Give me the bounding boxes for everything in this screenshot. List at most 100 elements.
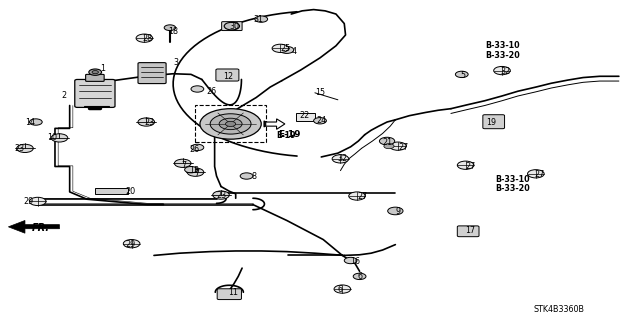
Text: 31: 31 xyxy=(253,15,263,24)
Circle shape xyxy=(390,142,406,150)
Polygon shape xyxy=(8,220,60,233)
Circle shape xyxy=(280,47,294,53)
Text: 3: 3 xyxy=(173,58,178,67)
Text: 21: 21 xyxy=(383,137,393,146)
Text: 23: 23 xyxy=(216,190,227,200)
Text: 7: 7 xyxy=(194,169,199,178)
Text: 14: 14 xyxy=(25,117,35,127)
Circle shape xyxy=(219,118,242,130)
Circle shape xyxy=(200,109,261,139)
Text: 25: 25 xyxy=(280,44,291,54)
Circle shape xyxy=(456,71,468,78)
FancyBboxPatch shape xyxy=(216,69,239,81)
Circle shape xyxy=(29,197,46,205)
Circle shape xyxy=(349,192,365,200)
Circle shape xyxy=(493,66,510,75)
Circle shape xyxy=(51,134,68,142)
FancyBboxPatch shape xyxy=(483,115,504,129)
Circle shape xyxy=(224,22,239,30)
Text: 23: 23 xyxy=(145,117,154,127)
Bar xyxy=(95,188,129,194)
Text: B-33-20: B-33-20 xyxy=(495,184,531,193)
Text: B-33-10: B-33-10 xyxy=(495,175,531,184)
Circle shape xyxy=(124,240,140,248)
Circle shape xyxy=(212,191,229,199)
Text: 32: 32 xyxy=(500,67,510,76)
Text: 27: 27 xyxy=(398,143,408,152)
Circle shape xyxy=(314,118,326,124)
Text: 20: 20 xyxy=(125,187,135,197)
Text: 28: 28 xyxy=(143,34,152,43)
Circle shape xyxy=(29,119,42,125)
Text: 24: 24 xyxy=(317,116,327,125)
FancyBboxPatch shape xyxy=(458,226,479,237)
Circle shape xyxy=(225,122,236,126)
Text: 32: 32 xyxy=(338,154,348,163)
Text: 27: 27 xyxy=(466,162,476,171)
Text: 23: 23 xyxy=(15,144,25,153)
FancyBboxPatch shape xyxy=(221,22,242,31)
Text: 15: 15 xyxy=(315,88,325,97)
Circle shape xyxy=(191,144,204,151)
FancyBboxPatch shape xyxy=(138,63,166,84)
Circle shape xyxy=(353,273,366,279)
Text: 27: 27 xyxy=(357,192,367,202)
Text: 27: 27 xyxy=(534,170,544,179)
Text: E-19: E-19 xyxy=(276,131,296,140)
Text: 12: 12 xyxy=(223,72,233,81)
Circle shape xyxy=(240,173,253,179)
Circle shape xyxy=(255,16,268,22)
Circle shape xyxy=(89,69,102,75)
Text: 4: 4 xyxy=(291,47,296,56)
Circle shape xyxy=(92,70,99,74)
Circle shape xyxy=(210,114,251,134)
Circle shape xyxy=(458,161,474,169)
Text: 18: 18 xyxy=(168,27,178,36)
Text: E-19: E-19 xyxy=(278,130,301,139)
Polygon shape xyxy=(266,119,285,129)
Circle shape xyxy=(384,144,394,149)
Text: 2: 2 xyxy=(61,92,67,100)
FancyBboxPatch shape xyxy=(86,74,104,81)
Circle shape xyxy=(138,118,155,126)
FancyBboxPatch shape xyxy=(75,79,115,108)
Text: FR.: FR. xyxy=(31,223,49,233)
Text: B-33-20: B-33-20 xyxy=(484,51,520,60)
Text: 8: 8 xyxy=(251,173,256,182)
Circle shape xyxy=(272,44,289,52)
Circle shape xyxy=(388,207,403,215)
Text: 13: 13 xyxy=(189,166,199,175)
Circle shape xyxy=(17,144,33,152)
Circle shape xyxy=(380,137,395,145)
Text: STK4B3360B: STK4B3360B xyxy=(534,305,585,314)
Text: 29: 29 xyxy=(23,197,33,206)
Text: 26: 26 xyxy=(206,87,216,96)
Text: 30: 30 xyxy=(229,22,239,31)
FancyBboxPatch shape xyxy=(217,289,241,300)
Circle shape xyxy=(174,159,191,167)
Text: 6: 6 xyxy=(338,285,343,294)
Text: 7: 7 xyxy=(181,161,186,170)
Text: 17: 17 xyxy=(466,226,476,234)
Bar xyxy=(296,113,315,121)
Circle shape xyxy=(527,170,544,178)
Text: 9: 9 xyxy=(396,207,401,216)
Text: 29: 29 xyxy=(125,240,136,249)
Circle shape xyxy=(164,25,175,31)
Circle shape xyxy=(334,285,351,293)
Bar xyxy=(195,105,266,142)
Circle shape xyxy=(187,168,204,176)
Text: 1: 1 xyxy=(100,64,105,73)
Text: 10: 10 xyxy=(47,133,57,142)
Circle shape xyxy=(184,167,197,173)
Text: 22: 22 xyxy=(300,111,310,120)
Text: 6: 6 xyxy=(357,272,362,281)
Text: 19: 19 xyxy=(486,117,496,127)
Circle shape xyxy=(136,34,153,42)
Text: 26: 26 xyxy=(189,145,199,154)
Circle shape xyxy=(332,155,349,163)
Text: 16: 16 xyxy=(351,257,361,266)
Text: B-33-10: B-33-10 xyxy=(484,41,520,50)
Text: 11: 11 xyxy=(228,288,238,297)
Circle shape xyxy=(191,86,204,92)
